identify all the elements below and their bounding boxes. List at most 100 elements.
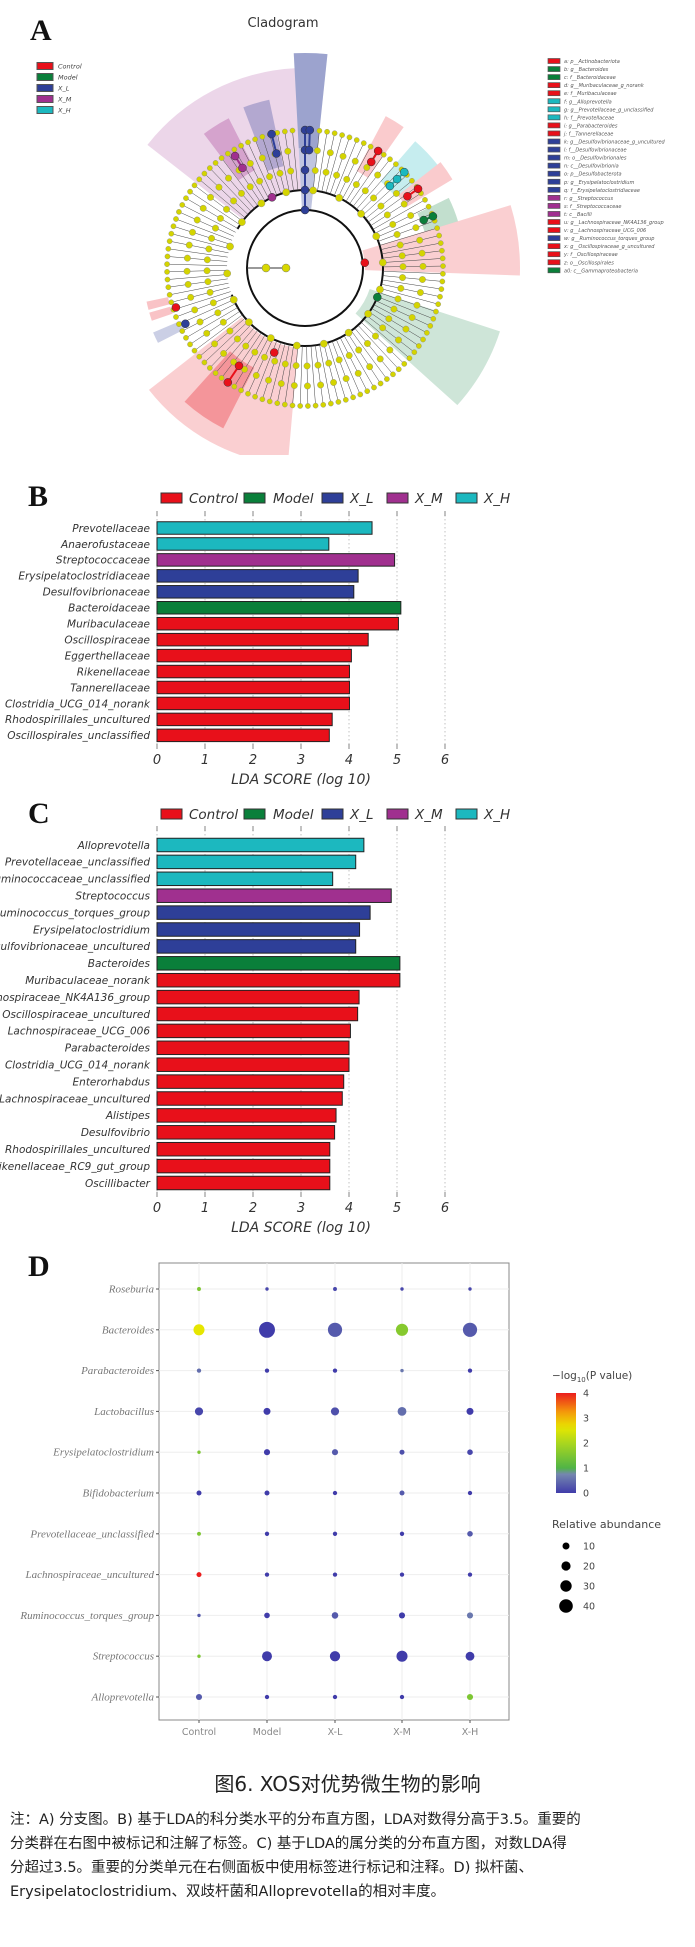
bar-label: Eggerthellaceae <box>65 650 150 662</box>
tree-branch <box>194 185 243 222</box>
tree-node <box>425 203 432 210</box>
tree-node <box>353 137 360 143</box>
tree-node <box>246 160 254 167</box>
x-tick-label: 6 <box>441 1201 449 1216</box>
tree-branch <box>169 282 229 296</box>
legend-label: Model <box>58 74 78 82</box>
tree-node <box>364 340 371 347</box>
tree-node <box>390 305 398 313</box>
bar-label: Anaerofustaceae <box>60 539 150 551</box>
tree-node <box>322 168 330 176</box>
tree-node <box>225 174 232 182</box>
tree-node <box>191 306 199 314</box>
clade-legend-swatch <box>547 243 561 249</box>
tree-node <box>397 284 405 292</box>
tree-node <box>196 353 203 360</box>
clade-legend-label: q: f__Erysipelatoclostridiaceae <box>564 188 640 194</box>
clade-legend-label: r: g__Streptococcus <box>564 196 613 202</box>
tree-node <box>309 186 317 195</box>
legend-swatch-x-l <box>321 492 344 504</box>
clade-legend-label: w: g__Ruminococcus_torques_group <box>564 236 654 242</box>
x-tick-label: Model <box>253 1727 282 1738</box>
legend-label: Control <box>58 63 82 71</box>
tree-node <box>393 190 400 197</box>
x-tick-label: 1 <box>201 753 209 768</box>
tree-node <box>357 391 364 398</box>
tree-branch <box>277 132 290 192</box>
bubble-lachnospiraceae_uncultured-x-h <box>467 1572 473 1577</box>
y-tick-label: Erysipelatoclostridium <box>52 1447 154 1459</box>
bubble-lactobacillus-x-h <box>466 1407 474 1415</box>
tree-branch <box>371 308 424 340</box>
tree-node <box>342 375 350 382</box>
clade-legend-label: i: g__Parabacteroides <box>564 123 618 129</box>
bar-label: Tannerellaceae <box>70 682 150 694</box>
cladogram: Cladogram Control Model X_L X_M X_H a: p__Ac… <box>36 16 666 455</box>
tree-node <box>316 127 323 134</box>
tree-branch <box>175 295 233 318</box>
bar-erysipelatoclostridiaceae <box>156 569 359 583</box>
tree-node <box>261 263 271 273</box>
tree-node <box>411 349 418 356</box>
legend-swatch <box>36 62 54 70</box>
colorbar-tick-label: 3 <box>583 1414 589 1425</box>
tree-node <box>231 383 238 390</box>
tree-branch <box>182 303 236 332</box>
tree-branch <box>209 167 252 212</box>
bubble-roseburia-control <box>197 1287 201 1291</box>
tree-branch <box>175 218 233 241</box>
tree-node <box>265 376 272 384</box>
tree-node <box>205 245 213 253</box>
clade-legend-label: n: c__Desulfovibrionia <box>564 164 619 170</box>
tree-branch <box>182 204 236 233</box>
clade-legend-label: y: f__Oscillospiraceae <box>563 252 618 258</box>
tree-branch <box>354 327 394 375</box>
tree-node-highlight <box>403 192 412 201</box>
tree-node <box>183 267 191 275</box>
clade-legend-swatch <box>547 259 561 266</box>
tree-node <box>230 358 238 366</box>
clade-legend: a: p__Actinobacteriota b: g__Bacteroidesc… <box>547 58 666 274</box>
tree-node <box>387 156 393 163</box>
tree-node <box>303 362 311 370</box>
tree-node-highlight <box>373 292 382 302</box>
tree-node <box>282 128 288 135</box>
bar-label: Lachnospiraceae_NK4A136_group <box>0 992 150 1004</box>
bar-lachnospiraceae_nk4a136_group <box>156 989 360 1005</box>
tree-branch <box>204 321 249 363</box>
tree-node <box>281 360 289 368</box>
tree-branch <box>247 338 274 394</box>
tree-branch <box>254 139 278 196</box>
clade-legend-swatch <box>547 114 561 121</box>
clade-sector-ncg-small <box>149 306 173 321</box>
colorbar-title: −log10(P value) <box>552 1370 632 1384</box>
tree-branch <box>167 269 228 273</box>
clade-legend-swatch <box>547 178 561 185</box>
bar-label: Clostridia_UCG_014_norank <box>5 1060 151 1072</box>
bubble-ruminococcus_torques_group-x-h <box>466 1612 474 1619</box>
bubble-streptococcus-x-m <box>396 1650 408 1662</box>
tree-node-highlight <box>366 157 376 167</box>
legend-label: X_L <box>349 807 374 823</box>
bar-muribaculaceae_norank <box>156 972 401 988</box>
bubble-erysipelatoclostridium-x-h <box>467 1449 473 1455</box>
clade-legend-swatch <box>547 203 561 209</box>
tree-branch <box>292 345 299 406</box>
clade-legend-swatch <box>547 90 561 97</box>
tree-node <box>335 356 343 364</box>
bar-clostridia_ucg_014_norank <box>156 696 350 711</box>
size-legend-label: 30 <box>583 1582 595 1593</box>
tree-node <box>376 355 384 363</box>
tree-branch <box>209 324 252 369</box>
note-line: Erysipelatoclostridium、双歧杆菌和Alloprevotel… <box>10 1884 446 1900</box>
bar-label: Alloprevotella <box>77 840 150 852</box>
legend-label: X_M <box>57 96 72 104</box>
tree-node <box>266 398 273 405</box>
tree-node <box>394 295 402 303</box>
legend-label: X_L <box>349 491 374 507</box>
tree-node <box>187 293 195 301</box>
tree-branch <box>329 137 350 195</box>
y-tick-label: Roseburia <box>108 1284 155 1296</box>
tree-branch <box>262 136 282 194</box>
tree-node-highlight <box>267 193 277 202</box>
